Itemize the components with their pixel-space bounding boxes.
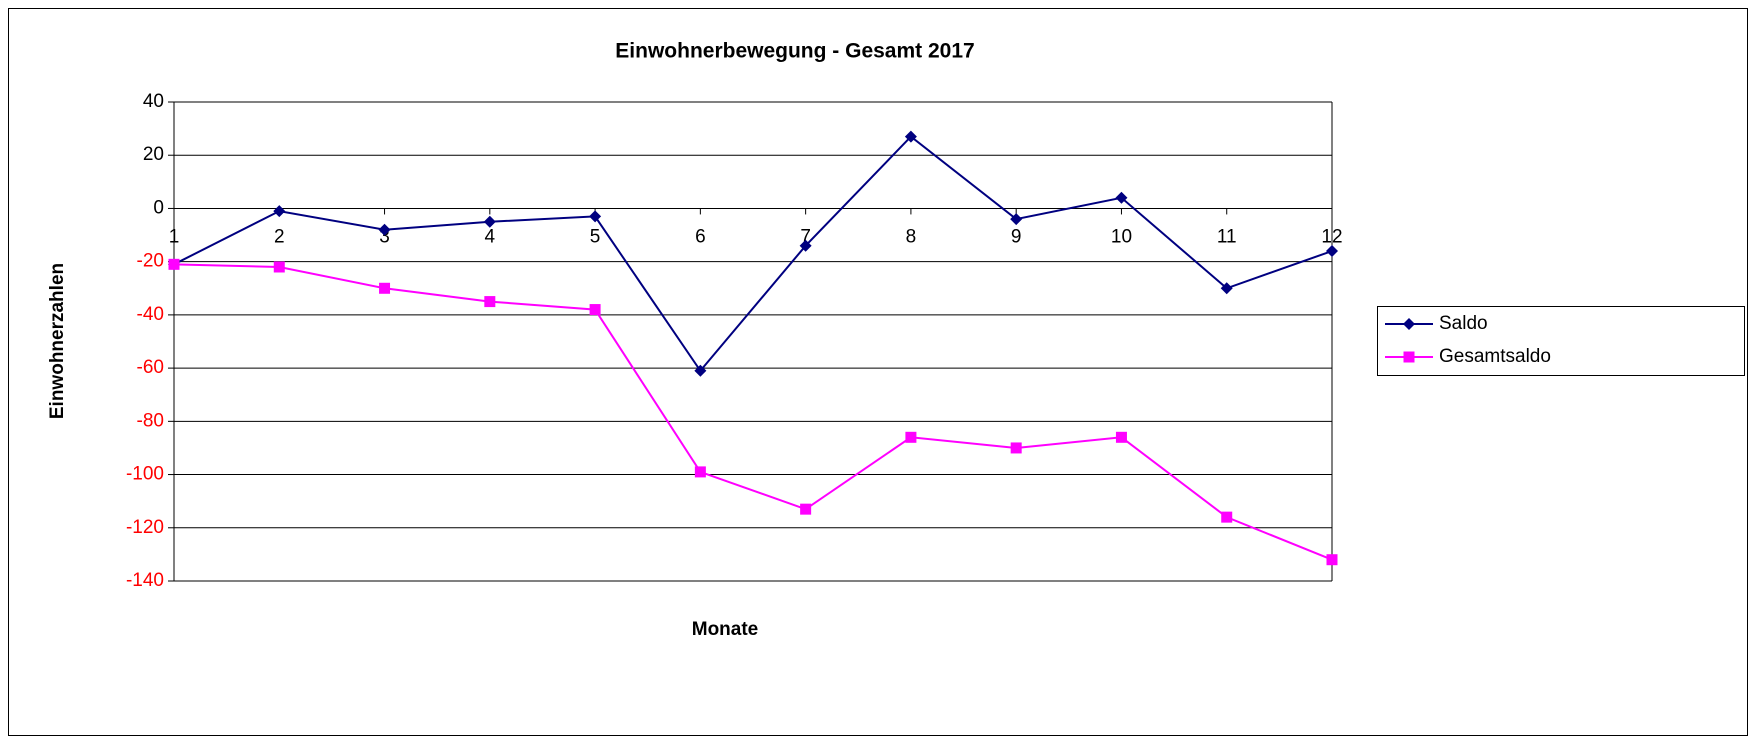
y-axis-title: Einwohnerzahlen [47, 263, 68, 419]
point [273, 261, 285, 273]
point [1403, 318, 1415, 330]
x-tick-label: 2 [274, 226, 285, 247]
legend-label: Saldo [1439, 313, 1488, 334]
x-tick-label: 4 [485, 226, 496, 247]
point [904, 130, 917, 143]
point [379, 282, 391, 294]
x-tick-label: 7 [800, 226, 811, 247]
point [168, 258, 180, 270]
x-tick-label: 6 [695, 226, 706, 247]
point [483, 215, 496, 228]
x-tick-label: 11 [1217, 226, 1237, 247]
y-tick-label: 0 [153, 197, 164, 218]
point [589, 304, 601, 316]
point [1115, 191, 1128, 204]
x-tick-label: 10 [1111, 226, 1132, 247]
x-tick-label: 3 [379, 226, 390, 247]
point [484, 296, 496, 308]
x-tick-label: 1 [169, 226, 180, 247]
x-tick-label: 9 [1011, 226, 1022, 247]
point [694, 364, 707, 377]
chart-title: Einwohnerbewegung - Gesamt 2017 [615, 40, 974, 63]
point [1403, 351, 1415, 363]
y-tick-label: -20 [137, 251, 164, 272]
point [1115, 431, 1127, 443]
point [1220, 282, 1233, 295]
point [1221, 511, 1233, 523]
y-tick-label: 40 [143, 91, 164, 112]
point [1326, 245, 1338, 258]
x-axis-title: Monate [692, 619, 759, 640]
point [1010, 442, 1022, 454]
y-tick-label: -40 [137, 304, 164, 325]
x-tick-label: 5 [590, 226, 601, 247]
legend-label: Gesamtsaldo [1439, 346, 1551, 367]
point [1010, 213, 1023, 226]
point [273, 205, 286, 218]
x-tick-label: 8 [906, 226, 917, 247]
y-tick-label: -120 [126, 517, 164, 538]
series-line [173, 135, 1333, 373]
point [589, 210, 602, 223]
point [378, 223, 391, 236]
series-line [173, 263, 1333, 561]
y-tick-label: -80 [137, 410, 164, 431]
point [800, 503, 812, 515]
point [905, 431, 917, 443]
y-tick-label: -60 [137, 357, 164, 378]
legend-box [1377, 306, 1745, 376]
y-tick-label: 20 [143, 144, 164, 165]
point [1326, 554, 1338, 566]
point [799, 239, 812, 252]
y-tick-label: -140 [126, 570, 164, 591]
point [694, 466, 706, 478]
y-tick-label: -100 [126, 464, 164, 485]
x-tick-label: 12 [1321, 226, 1342, 247]
